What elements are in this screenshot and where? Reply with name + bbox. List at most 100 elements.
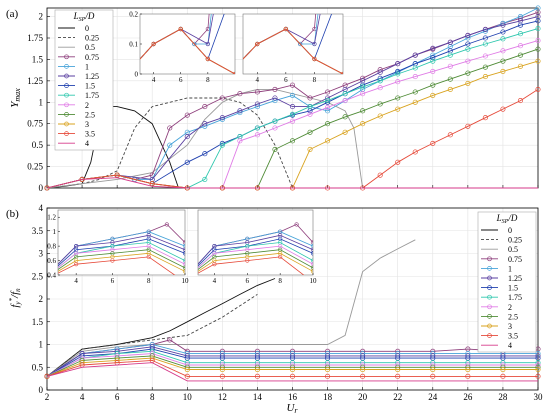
data-point [395, 61, 401, 67]
legend-marker [64, 83, 69, 88]
x-tick-label: 4 [80, 392, 85, 402]
inset-x-tick-label: 8 [147, 277, 151, 285]
inset-data-point [146, 254, 151, 260]
data-point [447, 76, 453, 82]
inset-series-line-1.25 [198, 234, 313, 265]
data-point [167, 125, 173, 131]
legend-entry: 0.75 [85, 53, 99, 62]
inset-x-tick-label: 6 [246, 277, 250, 285]
inset-y-tick-label: 0.2 [129, 11, 138, 19]
legend-entry: 3.5 [85, 130, 95, 139]
inset-y-tick-label: 0 [135, 71, 139, 79]
panel-a: 00.250.50.7511.251.51.752(a)YmaxLSP/D00.… [6, 5, 541, 193]
legend-box [54, 9, 114, 151]
data-point [517, 63, 524, 69]
data-point [325, 99, 331, 105]
data-point [289, 104, 296, 110]
data-point [447, 52, 453, 58]
data-point [430, 55, 436, 61]
data-point [430, 82, 436, 88]
legend-title: LSP/D [73, 11, 95, 23]
legend-entry: 0.75 [508, 255, 522, 264]
inset-data-point [310, 240, 313, 245]
legend-marker [487, 285, 492, 290]
data-point [307, 95, 313, 101]
data-point [412, 99, 418, 105]
series-line-3 [46, 357, 538, 377]
data-point [535, 86, 541, 92]
inset-data-point [245, 258, 250, 263]
data-point [482, 53, 488, 59]
data-point [377, 78, 383, 84]
legend-entry: 1 [85, 62, 89, 71]
data-point [500, 29, 506, 35]
data-point [500, 22, 506, 28]
inset-series [140, 14, 235, 74]
y-tick-label: 0 [39, 183, 44, 193]
inset-data-point [74, 262, 79, 267]
inset-series-line-3.5 [198, 256, 305, 275]
data-point [307, 111, 313, 117]
inset-data-point [310, 262, 313, 267]
inset-y-tick-label: 0.6 [47, 257, 56, 265]
data-point [202, 176, 208, 182]
data-point [342, 114, 348, 120]
data-point [254, 366, 260, 373]
data-point [360, 366, 366, 373]
inset-series-line-2.5 [198, 249, 313, 271]
data-point [342, 91, 348, 97]
data-point [237, 110, 243, 116]
x-tick-label: 18 [323, 392, 333, 402]
data-point [500, 36, 506, 42]
y-tick-label: 2 [39, 12, 44, 22]
inset-data-point [312, 41, 317, 47]
data-point [219, 115, 225, 121]
data-point [307, 129, 313, 135]
y-tick-label: 2 [39, 294, 44, 304]
y-tick-label: 0.5 [32, 362, 44, 372]
data-point [254, 101, 260, 107]
data-point [395, 159, 401, 165]
data-point [535, 18, 541, 24]
data-point [167, 337, 173, 343]
data-point [360, 121, 366, 127]
data-point [395, 71, 401, 77]
legend-entry: 1.25 [85, 72, 99, 81]
legend-entry: 0 [508, 226, 512, 235]
legend-marker [487, 333, 492, 338]
data-point [517, 43, 524, 49]
data-point [289, 92, 296, 98]
legend-entry: 3 [508, 322, 512, 331]
legend-entry: 0.5 [85, 43, 95, 52]
legend-marker [64, 102, 69, 108]
legend-entry: 1.75 [508, 293, 522, 302]
series-line-1.25 [46, 16, 539, 189]
data-point [272, 95, 278, 101]
legend-entry: 4 [85, 139, 89, 148]
legend-marker [487, 256, 492, 262]
data-point [430, 373, 436, 379]
inset-2: 4 6 8 10 [197, 209, 317, 285]
inset-x-tick-label: 4 [152, 76, 156, 84]
x-tick-label: 8 [150, 392, 155, 402]
inset-x-tick-label: 4 [256, 76, 260, 84]
data-point [482, 115, 488, 121]
inset-data-point [310, 269, 313, 274]
y-axis-label: Ymax [9, 88, 22, 108]
inset-series-line-1.75 [198, 242, 313, 269]
data-point [360, 373, 366, 379]
data-point [307, 104, 313, 110]
inset-x-tick-label: 6 [284, 76, 288, 84]
inset-data-point [310, 247, 313, 252]
data-point [184, 373, 190, 379]
legend-entry: 1.75 [85, 91, 99, 100]
legend-entry: 1.5 [85, 82, 95, 91]
data-point [517, 98, 524, 104]
series-line-1.5 [46, 20, 539, 189]
legend-entry: 0.5 [508, 245, 518, 254]
data-point [482, 35, 488, 41]
x-tick-label: 26 [463, 392, 473, 402]
inset-x-tick-label: 8 [206, 76, 210, 84]
data-point [360, 91, 366, 97]
